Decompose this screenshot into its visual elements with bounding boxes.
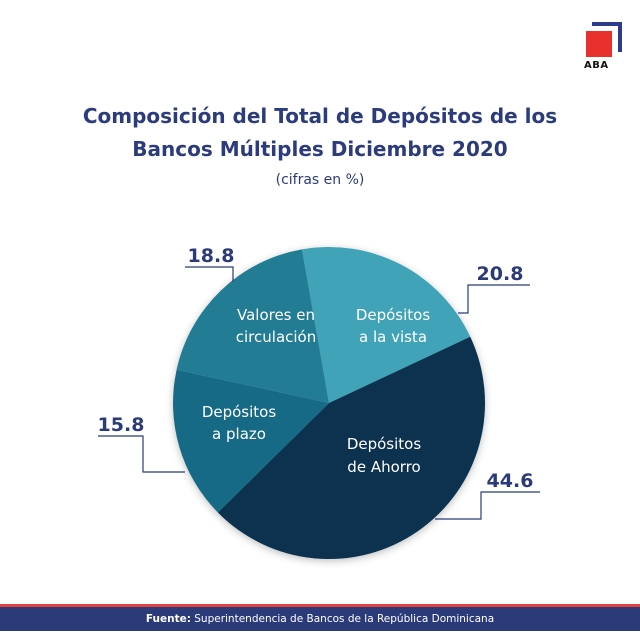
slice-label-valores-2: circulación [236, 328, 316, 346]
leader-line-valores [185, 266, 234, 282]
title-line-1: Composición del Total de Depósitos de lo… [82, 104, 558, 128]
leader-line-vista [458, 284, 530, 314]
footer-accent-line [0, 604, 640, 607]
value-label-valores: 18.8 [188, 245, 235, 267]
footer-source: Fuente: Superintendencia de Bancos de la… [0, 607, 640, 631]
value-label-plazo: 15.8 [98, 414, 145, 436]
slice-label-vista-1: Depósitos [356, 306, 431, 324]
pie-slice-ahorro [217, 336, 486, 560]
source-label: Fuente: [145, 613, 191, 625]
leader-lines [98, 266, 540, 520]
logo-corner-shape [592, 22, 622, 52]
chart-subtitle: (cifras en %) [275, 172, 365, 188]
source-text: Superintendencia de Bancos de la Repúbli… [194, 613, 495, 625]
slice-label-ahorro-2: de Ahorro [347, 458, 420, 476]
value-label-vista: 20.8 [477, 263, 524, 285]
slice-label-ahorro-1: Depósitos [347, 435, 422, 453]
title-line-2: Bancos Múltiples Diciembre 2020 [132, 137, 508, 161]
leader-line-ahorro [435, 491, 540, 520]
slice-label-plazo-2: a plazo [212, 425, 266, 443]
logo-red-square [586, 31, 612, 57]
slice-label-valores-1: Valores en [237, 306, 315, 324]
pie-slice-plazo [173, 369, 329, 513]
slice-label-vista-2: a la vista [359, 328, 427, 346]
chart-title: Composición del Total de Depósitos de lo… [0, 100, 640, 166]
pie-slice-valores [176, 249, 329, 403]
aba-logo: ABA [584, 22, 622, 72]
value-label-ahorro: 44.6 [487, 470, 534, 492]
logo-text: ABA [584, 60, 609, 71]
pie-slice-vista [301, 247, 471, 403]
slice-label-plazo-1: Depósitos [202, 403, 277, 421]
leader-line-plazo [98, 435, 185, 473]
